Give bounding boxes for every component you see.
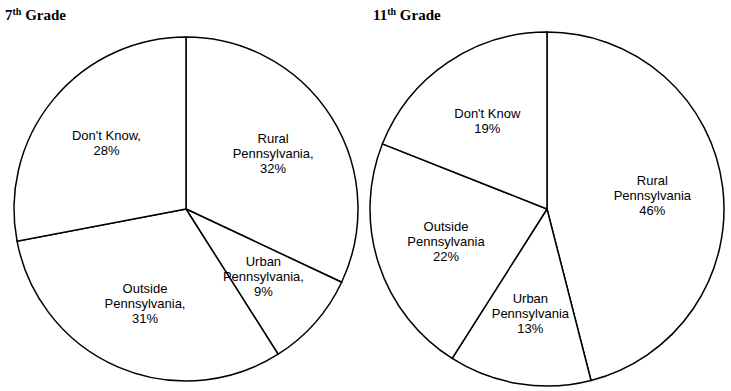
chart-title: 7th Grade <box>5 6 66 23</box>
slice-category: RuralPennsylvania, <box>233 131 314 161</box>
slice-category: OutsidePennsylvania, <box>105 281 186 311</box>
slice-value: 32% <box>260 161 286 176</box>
pie <box>370 32 724 386</box>
slice-value: 28% <box>93 143 119 158</box>
slice-value: 22% <box>433 249 459 264</box>
pie-slice <box>382 32 547 209</box>
pie-slice <box>17 209 278 381</box>
slice-category: Don't Know, <box>72 128 141 143</box>
pie <box>14 37 358 381</box>
slice-category: UrbanPennsylvania <box>492 291 570 321</box>
slice-category: RuralPennsylvania <box>614 173 692 203</box>
slice-value: 13% <box>517 321 543 336</box>
slice-category: UrbanPennsylvania, <box>223 254 304 284</box>
slice-value: 31% <box>132 311 158 326</box>
pie-slice <box>14 37 186 241</box>
pie-labels: RuralPennsylvania,32% UrbanPennsylvania,9… <box>72 128 314 326</box>
slice-value: 9% <box>254 284 273 299</box>
slice-value: 19% <box>474 121 500 136</box>
chart-canvas: 7th Grade RuralPennsylvania,32% UrbanPenns… <box>0 0 731 391</box>
pie-labels: RuralPennsylvania46% UrbanPennsylvania13%… <box>407 106 691 336</box>
slice-category: Don't Know <box>454 106 521 121</box>
slice-value: 46% <box>639 203 665 218</box>
slice-category: OutsidePennsylvania <box>407 219 485 249</box>
chart-title: 11th Grade <box>373 6 441 23</box>
